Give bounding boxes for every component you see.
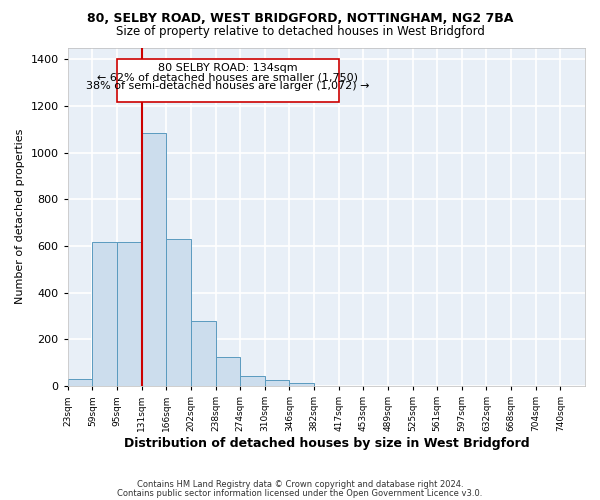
Text: Contains public sector information licensed under the Open Government Licence v3: Contains public sector information licen…	[118, 488, 482, 498]
Bar	[191, 320, 215, 386]
Y-axis label: Number of detached properties: Number of detached properties	[15, 129, 25, 304]
Bar	[240, 376, 265, 386]
Bar	[68, 379, 92, 386]
Bar	[166, 239, 191, 386]
Text: ← 62% of detached houses are smaller (1,750): ← 62% of detached houses are smaller (1,…	[97, 72, 358, 82]
FancyBboxPatch shape	[117, 59, 338, 102]
Text: Contains HM Land Registry data © Crown copyright and database right 2024.: Contains HM Land Registry data © Crown c…	[137, 480, 463, 489]
Bar	[92, 242, 117, 386]
Bar	[142, 132, 166, 386]
Bar	[265, 380, 289, 386]
Bar	[215, 357, 240, 386]
Text: 80 SELBY ROAD: 134sqm: 80 SELBY ROAD: 134sqm	[158, 64, 298, 74]
Text: 38% of semi-detached houses are larger (1,072) →: 38% of semi-detached houses are larger (…	[86, 81, 370, 91]
Bar	[289, 382, 314, 386]
X-axis label: Distribution of detached houses by size in West Bridgford: Distribution of detached houses by size …	[124, 437, 529, 450]
Text: 80, SELBY ROAD, WEST BRIDGFORD, NOTTINGHAM, NG2 7BA: 80, SELBY ROAD, WEST BRIDGFORD, NOTTINGH…	[87, 12, 513, 26]
Bar	[117, 242, 142, 386]
Text: Size of property relative to detached houses in West Bridgford: Size of property relative to detached ho…	[116, 25, 484, 38]
